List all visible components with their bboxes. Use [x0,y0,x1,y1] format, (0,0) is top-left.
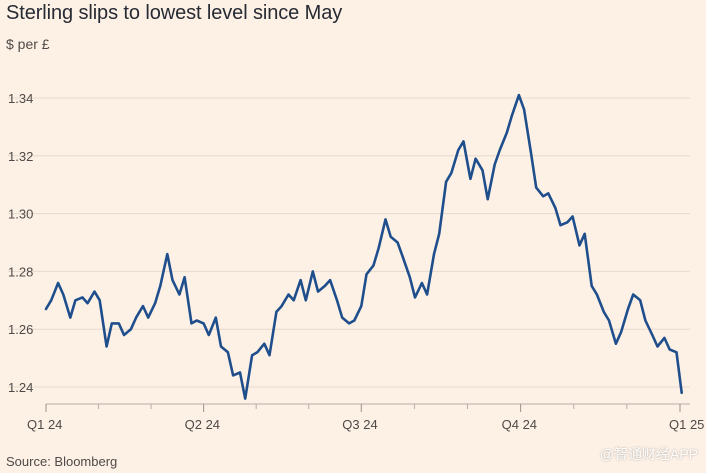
y-tick-label: 1.34 [8,91,33,106]
source-note: Source: Bloomberg [6,454,118,469]
watermark: @智通财经APP [599,446,698,462]
y-tick-label: 1.28 [8,264,33,279]
y-tick-label: 1.24 [8,380,33,395]
x-tick-label: Q2 24 [185,417,220,432]
x-tick-label: Q4 24 [502,417,537,432]
y-tick-label: 1.26 [8,322,33,337]
y-tick-label: 1.32 [8,149,33,164]
x-tick-label: Q3 24 [342,417,377,432]
chart-title: Sterling slips to lowest level since May [6,2,343,24]
y-axis-label: $ per £ [6,36,50,52]
x-tick-label: Q1 25 [669,417,704,432]
series-line [44,93,684,400]
y-tick-label: 1.30 [8,207,33,222]
x-tick-label: Q1 24 [27,417,62,432]
